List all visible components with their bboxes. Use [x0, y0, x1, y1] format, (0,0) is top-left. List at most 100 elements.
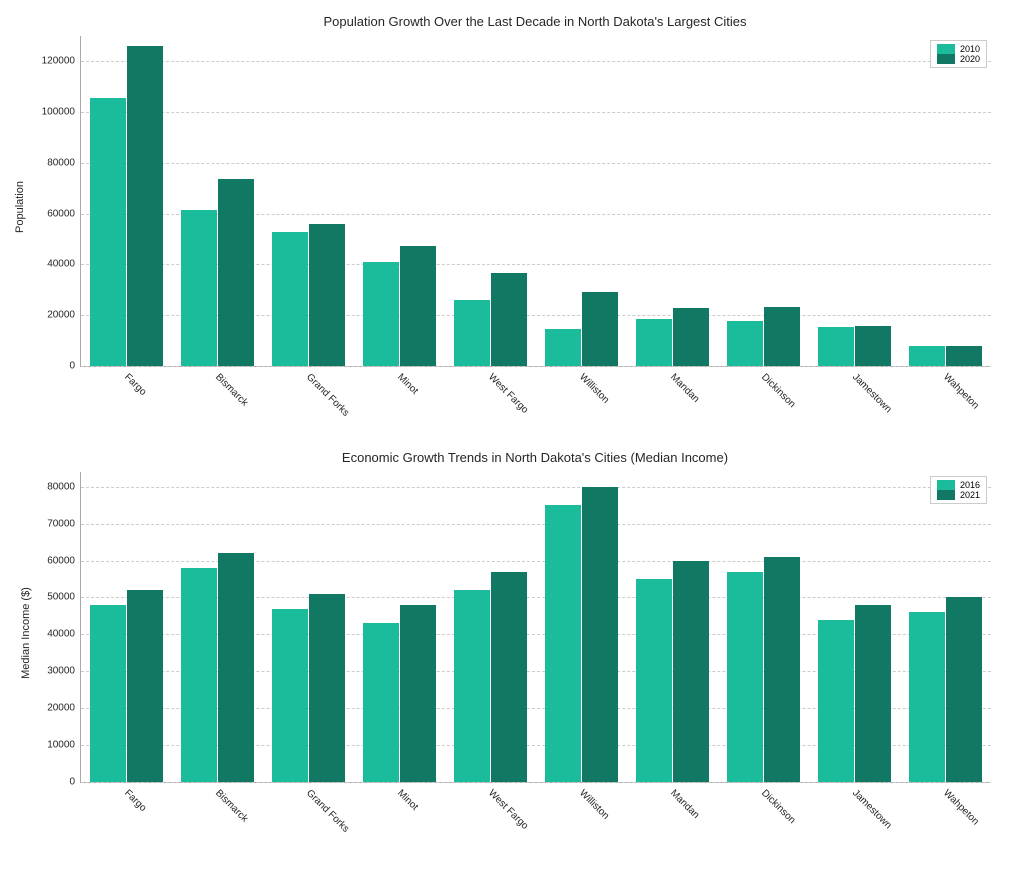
- grid-line: [81, 163, 991, 164]
- bar: [181, 210, 217, 366]
- bar: [400, 605, 436, 782]
- population-subplot: Population Growth Over the Last Decade i…: [80, 36, 990, 366]
- legend-label: 2010: [960, 44, 980, 54]
- bar: [727, 572, 763, 782]
- bar: [218, 179, 254, 366]
- xtick-label: Wahpeton: [941, 788, 981, 828]
- bar: [582, 487, 618, 782]
- bar: [727, 321, 763, 366]
- bar: [272, 609, 308, 782]
- bar: [127, 590, 163, 782]
- population-plot-area: 020000400006000080000100000120000FargoBi…: [80, 36, 991, 367]
- ytick-label: 30000: [47, 666, 81, 677]
- legend-swatch: [937, 54, 955, 64]
- legend-item: 2021: [937, 490, 980, 500]
- bar: [636, 579, 672, 782]
- ytick-label: 10000: [47, 740, 81, 751]
- bar: [127, 46, 163, 366]
- ytick-label: 80000: [47, 481, 81, 492]
- bar: [946, 346, 982, 366]
- ytick-label: 50000: [47, 592, 81, 603]
- xtick-label: Dickinson: [759, 372, 797, 410]
- ytick-label: 0: [69, 777, 81, 788]
- ytick-label: 40000: [47, 629, 81, 640]
- bar: [363, 262, 399, 366]
- xtick-label: Jamestown: [850, 788, 894, 832]
- legend-item: 2016: [937, 480, 980, 490]
- income-chart-title: Economic Growth Trends in North Dakota's…: [80, 450, 990, 465]
- xtick-label: Jamestown: [850, 372, 894, 416]
- grid-line: [81, 487, 991, 488]
- income-ylabel: Median Income ($): [20, 587, 32, 679]
- bar: [764, 557, 800, 782]
- bar: [909, 346, 945, 366]
- grid-line: [81, 524, 991, 525]
- xtick-label: Grand Forks: [304, 788, 351, 835]
- xtick-label: Mandan: [668, 788, 701, 821]
- bar: [946, 597, 982, 782]
- legend-item: 2020: [937, 54, 980, 64]
- bar: [272, 232, 308, 366]
- income-plot-area: 0100002000030000400005000060000700008000…: [80, 472, 991, 783]
- xtick-label: Dickinson: [759, 788, 797, 826]
- ytick-label: 60000: [47, 555, 81, 566]
- bar: [818, 327, 854, 366]
- ytick-label: 60000: [47, 208, 81, 219]
- xtick-label: West Fargo: [486, 788, 530, 832]
- xtick-label: Bismarck: [213, 372, 250, 409]
- ytick-label: 0: [69, 361, 81, 372]
- bar: [909, 612, 945, 782]
- bar: [673, 561, 709, 782]
- legend-label: 2021: [960, 490, 980, 500]
- bar: [491, 273, 527, 366]
- bar: [454, 300, 490, 366]
- ytick-label: 100000: [42, 107, 81, 118]
- bar: [764, 307, 800, 366]
- legend: 20102020: [930, 40, 987, 68]
- bar: [90, 605, 126, 782]
- bar: [218, 553, 254, 782]
- bar: [582, 292, 618, 366]
- grid-line: [81, 112, 991, 113]
- ytick-label: 20000: [47, 703, 81, 714]
- bar: [855, 326, 891, 366]
- xtick-label: Wahpeton: [941, 372, 981, 412]
- xtick-label: West Fargo: [486, 372, 530, 416]
- bar: [309, 224, 345, 366]
- legend-swatch: [937, 44, 955, 54]
- legend-label: 2016: [960, 480, 980, 490]
- income-subplot: Economic Growth Trends in North Dakota's…: [80, 472, 990, 782]
- grid-line: [81, 61, 991, 62]
- xtick-label: Bismarck: [213, 788, 250, 825]
- legend-label: 2020: [960, 54, 980, 64]
- bar: [855, 605, 891, 782]
- ytick-label: 40000: [47, 259, 81, 270]
- population-ylabel: Population: [14, 181, 26, 233]
- xtick-label: Minot: [395, 788, 420, 813]
- xtick-label: Grand Forks: [304, 372, 351, 419]
- ytick-label: 120000: [42, 56, 81, 67]
- bar: [400, 246, 436, 366]
- bar: [491, 572, 527, 782]
- bar: [636, 319, 672, 366]
- grid-line: [81, 782, 991, 783]
- ytick-label: 80000: [47, 157, 81, 168]
- bar: [454, 590, 490, 782]
- legend: 20162021: [930, 476, 987, 504]
- legend-item: 2010: [937, 44, 980, 54]
- bar: [673, 308, 709, 366]
- bar: [545, 329, 581, 366]
- xtick-label: Minot: [395, 372, 420, 397]
- legend-swatch: [937, 480, 955, 490]
- bar: [90, 98, 126, 366]
- xtick-label: Williston: [577, 372, 611, 406]
- bar: [181, 568, 217, 782]
- xtick-label: Fargo: [122, 788, 148, 814]
- bar: [818, 620, 854, 782]
- ytick-label: 70000: [47, 518, 81, 529]
- figure: Population Growth Over the Last Decade i…: [10, 10, 1014, 867]
- bar: [545, 505, 581, 782]
- xtick-label: Williston: [577, 788, 611, 822]
- ytick-label: 20000: [47, 310, 81, 321]
- xtick-label: Mandan: [668, 372, 701, 405]
